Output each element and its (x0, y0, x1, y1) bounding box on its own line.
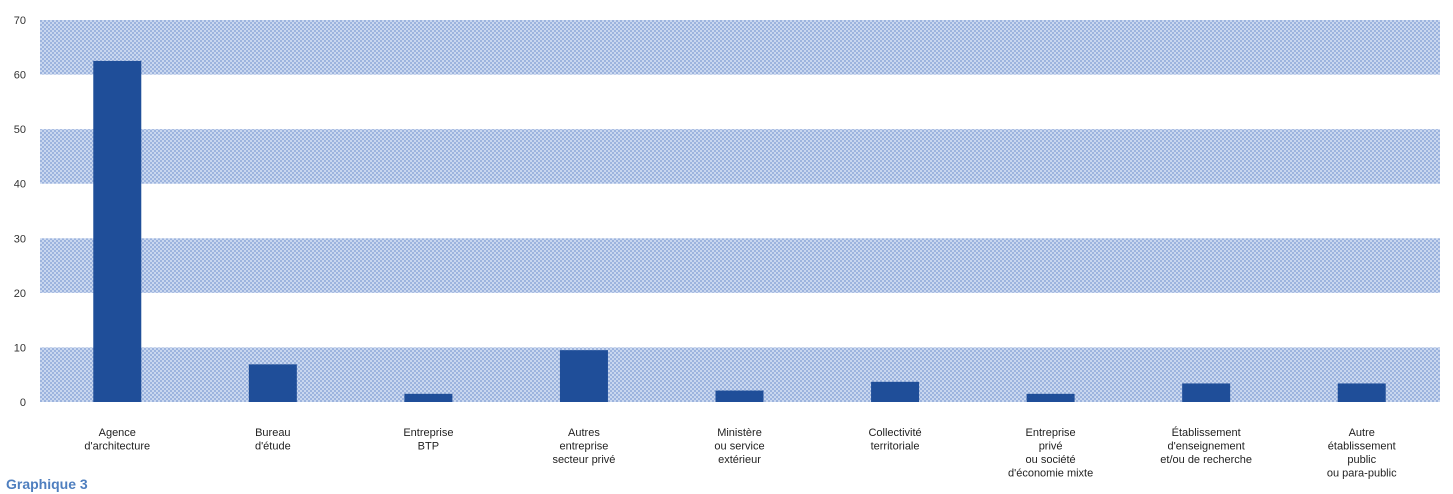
x-tick-label: Bureau d'étude (255, 427, 291, 453)
bar (1182, 383, 1231, 402)
chart-caption: Graphique 3 (6, 476, 88, 492)
bar (248, 364, 297, 402)
y-tick-label: 0 (20, 397, 26, 409)
y-tick-label: 50 (14, 124, 26, 136)
grid-band (40, 238, 1440, 293)
x-tick-label: Autres entreprise secteur privé (552, 427, 615, 466)
y-tick-label: 60 (14, 70, 26, 82)
bar (871, 381, 920, 402)
x-tick-label: Collectivité territoriale (868, 427, 921, 453)
y-tick-label: 70 (14, 15, 26, 27)
x-tick-label: Autre établissement public ou para-public (1327, 427, 1397, 480)
y-tick-label: 20 (14, 288, 26, 300)
grid-band (40, 129, 1440, 184)
y-tick-label: 40 (14, 179, 26, 191)
bar (715, 390, 764, 402)
bar (1337, 383, 1386, 402)
x-tick-label: Établissement d'enseignement et/ou de rech… (1160, 426, 1252, 466)
y-tick-label: 30 (14, 233, 26, 245)
x-tick-label: Entreprise privé ou société d'économie mixt… (1008, 427, 1093, 480)
bar (93, 60, 142, 403)
x-tick-label: Agence d'architecture (84, 427, 150, 453)
bar (404, 393, 453, 402)
x-tick-label: Entreprise BTP (403, 427, 453, 453)
bar (1026, 393, 1075, 402)
grid-band (40, 20, 1440, 75)
x-tick-label: Ministère ou service extérieur (714, 427, 764, 466)
bar (559, 350, 608, 402)
y-tick-label: 10 (14, 342, 26, 354)
